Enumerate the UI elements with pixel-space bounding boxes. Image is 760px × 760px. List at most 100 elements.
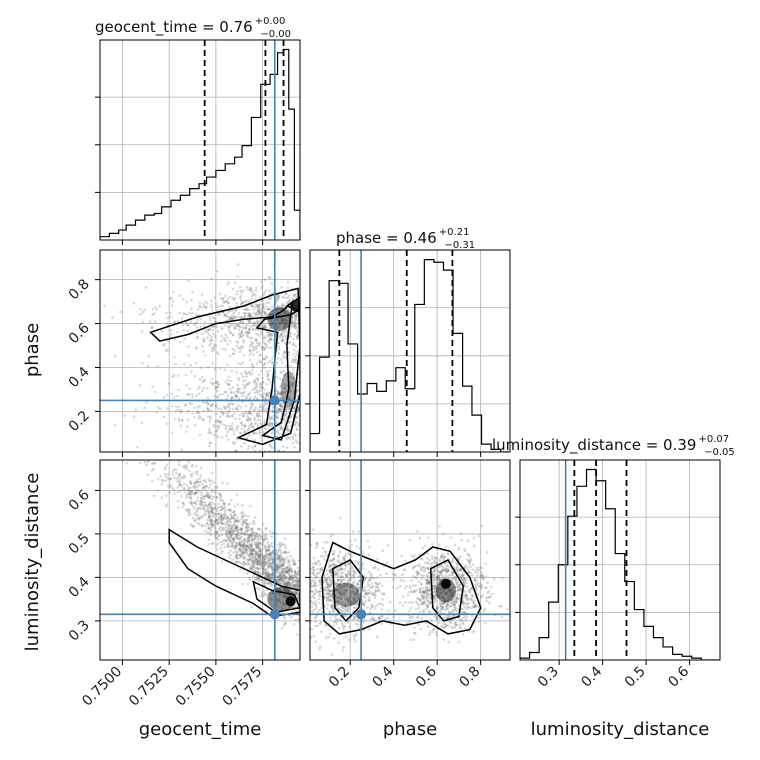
sample-point	[300, 632, 303, 635]
sample-point	[255, 385, 258, 388]
sample-point	[228, 537, 231, 541]
sample-point	[247, 308, 250, 311]
sample-point	[430, 554, 434, 558]
sample-point	[207, 509, 210, 512]
sample-point	[253, 534, 257, 538]
sample-point	[278, 557, 282, 560]
sample-point	[241, 379, 245, 382]
sample-point	[472, 599, 476, 602]
sample-point	[241, 392, 245, 395]
sample-point	[277, 308, 280, 312]
sample-point	[451, 602, 455, 605]
sample-point	[284, 550, 287, 553]
sample-point	[229, 309, 232, 313]
sample-point	[325, 577, 328, 581]
sample-point	[295, 579, 298, 582]
sample-point	[235, 426, 239, 429]
sample-point	[182, 503, 186, 507]
sample-point	[164, 494, 168, 497]
sample-point	[221, 517, 225, 521]
sample-point	[241, 361, 245, 364]
sample-point	[267, 575, 270, 579]
sample-point	[255, 362, 259, 365]
sample-point	[267, 574, 271, 577]
sample-point	[467, 605, 471, 609]
sample-point	[230, 397, 233, 400]
sample-point	[254, 395, 257, 398]
sample-point	[252, 564, 255, 567]
sample-point	[227, 502, 231, 506]
sample-point	[251, 341, 255, 345]
sample-point	[440, 569, 443, 573]
sample-point	[246, 418, 250, 422]
sample-point	[189, 363, 192, 367]
sample-point	[195, 481, 198, 484]
sample-point	[176, 476, 180, 479]
sample-point	[240, 391, 244, 395]
sample-point	[452, 600, 456, 604]
sample-point	[276, 393, 280, 397]
sample-point	[251, 552, 255, 556]
sample-point	[296, 334, 300, 338]
sample-point	[248, 345, 252, 348]
sample-point	[253, 559, 257, 563]
sample-point	[263, 292, 266, 296]
sample-point	[173, 468, 176, 471]
sample-point	[280, 408, 284, 412]
sample-point	[260, 561, 264, 564]
sample-point	[242, 308, 246, 311]
sample-point	[332, 610, 336, 613]
sample-point	[207, 496, 211, 499]
sample-point	[446, 616, 449, 619]
sample-point	[210, 346, 214, 350]
sample-point	[323, 588, 326, 592]
sample-point	[353, 606, 356, 610]
sample-point	[237, 541, 241, 544]
sample-point	[244, 530, 247, 533]
sample-point	[441, 605, 445, 609]
sample-point	[265, 574, 269, 577]
sample-point	[285, 595, 288, 598]
axes-frame	[309, 249, 511, 453]
sample-point	[293, 324, 297, 327]
sample-point	[374, 585, 377, 588]
sample-point	[282, 318, 285, 322]
sample-point	[313, 582, 316, 585]
sample-point	[234, 407, 238, 411]
sample-point	[177, 463, 181, 467]
sample-point	[234, 394, 238, 397]
sample-point	[278, 558, 282, 562]
sample-point	[193, 493, 196, 496]
sample-point	[224, 390, 227, 393]
sample-point	[249, 418, 253, 422]
sample-point	[262, 310, 266, 314]
sample-point	[247, 382, 250, 385]
sample-point	[282, 558, 286, 562]
sample-point	[249, 351, 253, 354]
sample-point	[226, 527, 230, 530]
sample-point	[293, 562, 297, 566]
sample-point	[432, 590, 436, 594]
sample-point	[443, 588, 447, 591]
sample-point	[258, 541, 262, 545]
sample-point	[296, 570, 300, 573]
sample-point	[421, 590, 424, 594]
sample-point	[290, 321, 294, 324]
sample-point	[448, 611, 451, 614]
sample-point	[288, 582, 292, 585]
sample-point	[160, 496, 164, 499]
sample-point	[327, 599, 331, 602]
sample-point	[305, 626, 308, 629]
sample-point	[233, 297, 237, 300]
sample-point	[446, 600, 450, 603]
sample-point	[194, 361, 198, 365]
sample-point	[252, 347, 255, 351]
sample-point	[216, 385, 220, 389]
sample-point	[248, 353, 252, 356]
sample-point	[258, 547, 262, 550]
sample-point	[314, 624, 317, 628]
sample-point	[254, 347, 258, 351]
sample-point	[282, 578, 285, 582]
sample-point	[419, 602, 423, 606]
sample-point	[465, 602, 468, 605]
